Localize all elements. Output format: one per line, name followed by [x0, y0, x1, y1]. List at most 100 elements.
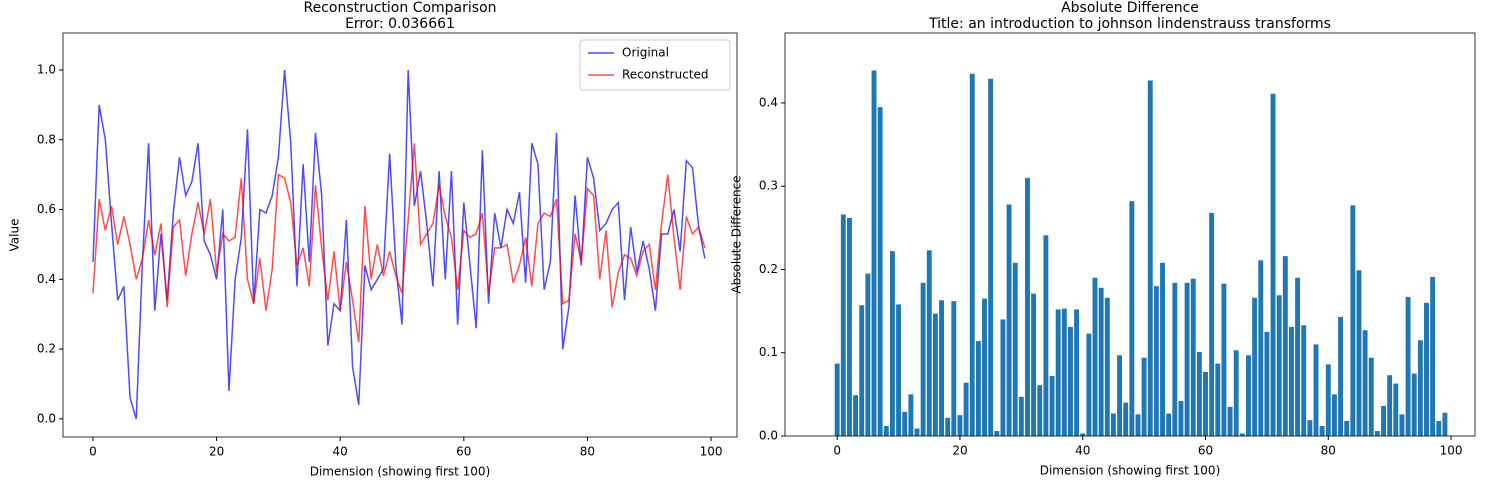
bar: [1043, 235, 1049, 436]
bar: [945, 417, 951, 436]
y-tick-label: 0.6: [37, 202, 56, 216]
bar: [1424, 302, 1429, 436]
bar: [1000, 319, 1006, 436]
chart-title: Reconstruction Comparison: [303, 0, 496, 16]
series-line: [92, 143, 706, 343]
bar: [1031, 293, 1037, 436]
bar: [1331, 394, 1337, 436]
bar: [1301, 325, 1307, 436]
x-tick-label: 0: [89, 445, 97, 459]
bar: [1356, 270, 1362, 436]
y-tick-label: 0.2: [37, 342, 56, 356]
bar: [957, 415, 963, 436]
bar: [1110, 413, 1116, 436]
bar: [1239, 433, 1245, 436]
x-tick-label: 60: [1198, 444, 1213, 458]
bar: [1319, 426, 1325, 436]
bar: [1178, 401, 1184, 436]
bar: [1012, 262, 1018, 436]
legend-label: Original: [622, 46, 669, 60]
bar: [1018, 396, 1024, 436]
axes-frame: [62, 32, 738, 438]
y-tick-label: 0.0: [759, 429, 778, 443]
bar: [1184, 282, 1190, 436]
bar: [1172, 282, 1178, 436]
bar: [926, 250, 932, 436]
bar: [1276, 295, 1282, 436]
bar: [982, 298, 987, 436]
bar: [847, 217, 852, 436]
bar: [1295, 277, 1301, 436]
x-tick-label: 100: [700, 445, 723, 459]
y-tick-label: 0.4: [759, 95, 778, 109]
x-tick-label: 0: [833, 444, 841, 458]
bar: [1160, 262, 1165, 436]
y-tick-label: 1.0: [37, 62, 56, 76]
bar: [1227, 406, 1233, 436]
bar: [1313, 344, 1319, 436]
bar: [1264, 331, 1270, 436]
x-tick-label: 40: [1075, 444, 1090, 458]
bar: [920, 282, 926, 436]
bar: [1055, 309, 1061, 436]
bar: [975, 341, 981, 436]
bar: [963, 382, 969, 436]
bar: [1104, 297, 1110, 436]
bar: [908, 394, 914, 436]
bar: [1246, 355, 1251, 436]
bar: [1080, 433, 1086, 436]
bar: [1025, 177, 1030, 436]
bar: [1344, 421, 1350, 436]
bar: [859, 305, 865, 436]
bar: [865, 273, 871, 436]
x-axis-label: Dimension (showing first 100): [310, 465, 491, 479]
bar: [1430, 276, 1436, 436]
bar: [896, 304, 902, 436]
x-axis-label: Dimension (showing first 100): [1040, 464, 1221, 478]
series-line: [92, 69, 706, 420]
bar: [877, 107, 883, 436]
bar: [1203, 371, 1208, 436]
y-axis-label: Absolute Difference: [730, 175, 744, 293]
bar: [1381, 406, 1386, 436]
bar: [834, 363, 840, 436]
legend-box: [579, 39, 731, 91]
bar: [871, 70, 877, 437]
bar: [1215, 363, 1221, 436]
bar: [1209, 212, 1215, 436]
bar: [1221, 283, 1227, 436]
bar: [1190, 278, 1196, 436]
bar: [1252, 297, 1258, 436]
bar: [1368, 357, 1374, 436]
bar: [1233, 350, 1239, 436]
bar: [939, 300, 944, 436]
bar: [1153, 286, 1159, 436]
y-tick-label: 0.0: [37, 411, 56, 425]
bar: [1387, 375, 1393, 436]
bar: [1135, 414, 1141, 436]
bar: [840, 214, 846, 436]
bar: [932, 313, 938, 436]
bar: [1129, 201, 1135, 436]
bar: [889, 251, 895, 436]
bar: [1307, 420, 1313, 436]
y-tick-label: 0.1: [759, 345, 778, 359]
bar: [1405, 296, 1411, 436]
bar: [1442, 412, 1448, 436]
x-tick-label: 100: [1440, 444, 1463, 458]
bar: [1067, 326, 1073, 436]
bar: [969, 73, 975, 436]
bar: [1411, 373, 1417, 436]
x-tick-label: 40: [333, 445, 348, 459]
axes-frame: [784, 32, 1476, 437]
bar: [1288, 326, 1294, 436]
bar: [1350, 205, 1356, 436]
bar: [1037, 385, 1043, 436]
bar: [1325, 364, 1331, 436]
bar: [951, 301, 957, 436]
bar: [1098, 287, 1104, 436]
bar: [1258, 260, 1264, 436]
x-tick-label: 80: [1321, 444, 1336, 458]
y-axis-label: Value: [8, 219, 22, 252]
